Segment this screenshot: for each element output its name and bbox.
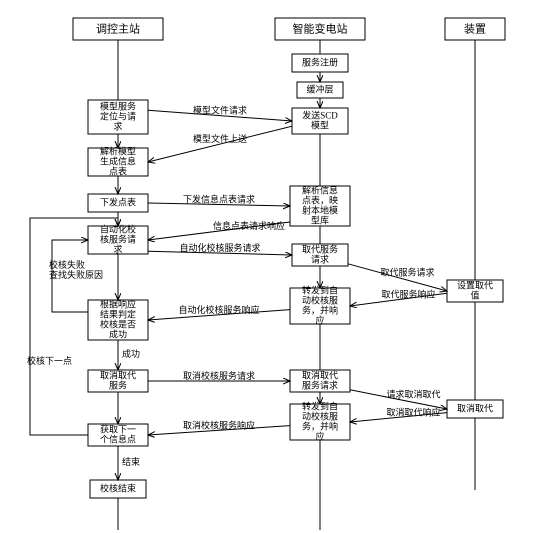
- svg-text:求: 求: [113, 121, 122, 132]
- svg-text:定位与请: 定位与请: [100, 111, 136, 122]
- msg-label-a_cancel-b_can: 取消校核服务请求: [183, 370, 255, 381]
- svg-text:解析信息: 解析信息: [302, 185, 338, 196]
- msg-label-a_autoR-b_sub: 自动化校核服务请求: [179, 242, 260, 253]
- svg-text:查找失败原因: 查找失败原因: [49, 269, 103, 280]
- msg-label-b_sub-c_set: 取代服务请求: [380, 266, 434, 277]
- msg-label-a_loc-b_scd: 模型文件请求: [193, 105, 247, 116]
- svg-text:取消取代: 取消取代: [302, 370, 338, 381]
- svg-text:成功: 成功: [109, 329, 127, 340]
- svg-text:个信息点: 个信息点: [100, 434, 136, 445]
- svg-text:结束: 结束: [122, 456, 140, 467]
- svg-text:模型: 模型: [311, 121, 329, 131]
- svg-text:动校核服: 动校核服: [302, 411, 338, 422]
- svg-text:生成信息: 生成信息: [100, 156, 136, 167]
- svg-text:应: 应: [315, 315, 324, 326]
- svg-text:型库: 型库: [311, 215, 329, 226]
- msg-label-b_map-a_autoR: 信息点表请求响应: [213, 220, 285, 231]
- svg-text:校核结束: 校核结束: [100, 483, 136, 494]
- svg-text:核服务请: 核服务请: [100, 234, 136, 245]
- svg-text:成功: 成功: [122, 348, 140, 359]
- svg-text:校核是否: 校核是否: [100, 319, 136, 330]
- svg-text:取消取代: 取消取代: [100, 370, 136, 381]
- svg-text:取代服务: 取代服务: [302, 244, 338, 255]
- svg-text:获取下一: 获取下一: [100, 425, 136, 435]
- msg-label-b_can-c_can: 请求取消取代: [386, 388, 440, 399]
- svg-text:射本地模: 射本地模: [302, 205, 338, 216]
- msg-label-b_fwd2-a_next: 取消校核服务响应: [183, 419, 255, 430]
- svg-text:点表，映: 点表，映: [302, 195, 338, 206]
- svg-text:下发点表: 下发点表: [100, 197, 136, 208]
- svg-text:模型服务: 模型服务: [100, 101, 136, 112]
- svg-text:装置: 装置: [464, 23, 486, 36]
- msg-label-a_send-b_map: 下发信息点表请求: [183, 194, 255, 205]
- svg-text:务，并响: 务，并响: [302, 305, 338, 316]
- msg-label-b_scd-a_parse: 模型文件上送: [193, 133, 247, 144]
- svg-text:取消取代: 取消取代: [457, 403, 493, 414]
- msg-label-b_fwd1-a_judge: 自动化校核服务响应: [178, 304, 259, 315]
- svg-text:点表: 点表: [109, 166, 127, 177]
- svg-text:智能变电站: 智能变电站: [293, 22, 348, 36]
- svg-text:缓冲层: 缓冲层: [306, 84, 333, 95]
- svg-text:根据响应: 根据响应: [100, 299, 136, 310]
- svg-text:调控主站: 调控主站: [96, 22, 140, 36]
- svg-text:请求: 请求: [311, 254, 329, 265]
- svg-text:设置取代: 设置取代: [457, 281, 493, 291]
- svg-text:服务: 服务: [109, 380, 127, 391]
- svg-text:值: 值: [470, 290, 479, 301]
- svg-text:动校核服: 动校核服: [302, 295, 338, 306]
- svg-text:务，并响: 务，并响: [302, 421, 338, 432]
- svg-text:求: 求: [113, 244, 122, 255]
- svg-text:校核失败: 校核失败: [49, 259, 85, 270]
- svg-text:校核下一点: 校核下一点: [27, 355, 72, 366]
- msg-label-c_can-b_fwd2: 取消取代响应: [386, 406, 440, 417]
- svg-text:服务请求: 服务请求: [302, 380, 338, 391]
- svg-text:服务注册: 服务注册: [302, 57, 338, 68]
- svg-text:发送SCD: 发送SCD: [302, 110, 338, 121]
- svg-text:应: 应: [315, 431, 324, 442]
- svg-text:结果判定: 结果判定: [100, 309, 136, 320]
- msg-label-c_set-b_fwd1: 取代服务响应: [381, 289, 435, 300]
